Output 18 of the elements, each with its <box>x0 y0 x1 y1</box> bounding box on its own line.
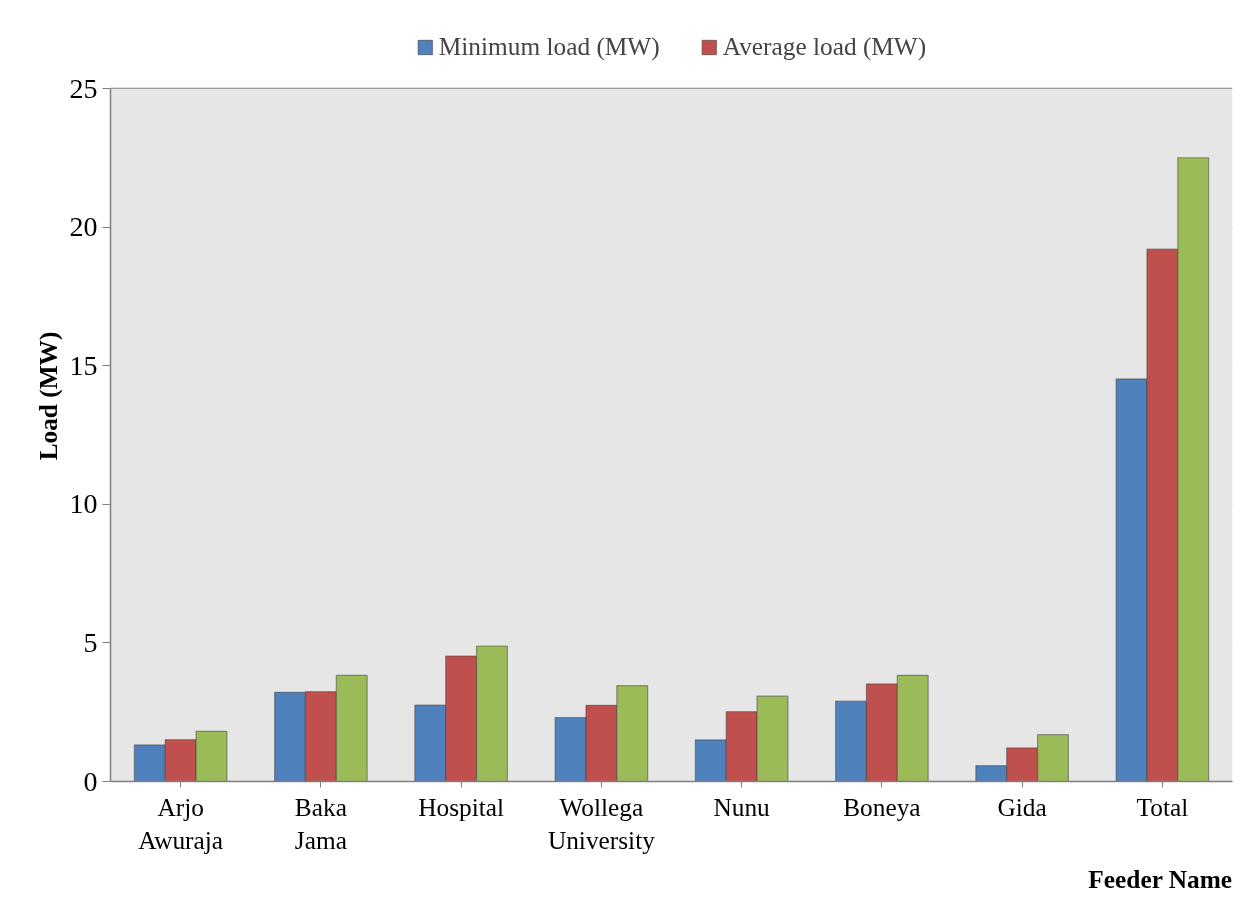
y-tick-label: 0 <box>83 765 98 797</box>
x-tick-label: Wollega University <box>547 792 656 855</box>
x-tick-label: Arjo Awuraja <box>138 792 224 855</box>
x-tick-label: Boneya <box>843 792 921 821</box>
x-tick-label: Total <box>1136 792 1189 821</box>
y-tick-label: 5 <box>83 626 98 658</box>
legend-label: Minimum load (MW) <box>438 32 660 61</box>
x-tick-label: Gida <box>997 792 1047 821</box>
y-tick-label: 10 <box>69 488 98 520</box>
y-axis-title: Load (MW) <box>33 331 63 461</box>
y-tick-label: 20 <box>69 211 98 243</box>
y-tick-label: 25 <box>69 72 98 104</box>
x-axis-title: Feeder Name <box>1088 864 1233 893</box>
legend-label: Average load (MW) <box>722 32 927 61</box>
x-tick-label: Nunu <box>713 792 771 821</box>
y-tick-label: 15 <box>69 349 98 381</box>
x-tick-label: Baka Jama <box>294 792 347 855</box>
x-tick-label: Hospital <box>418 792 505 821</box>
